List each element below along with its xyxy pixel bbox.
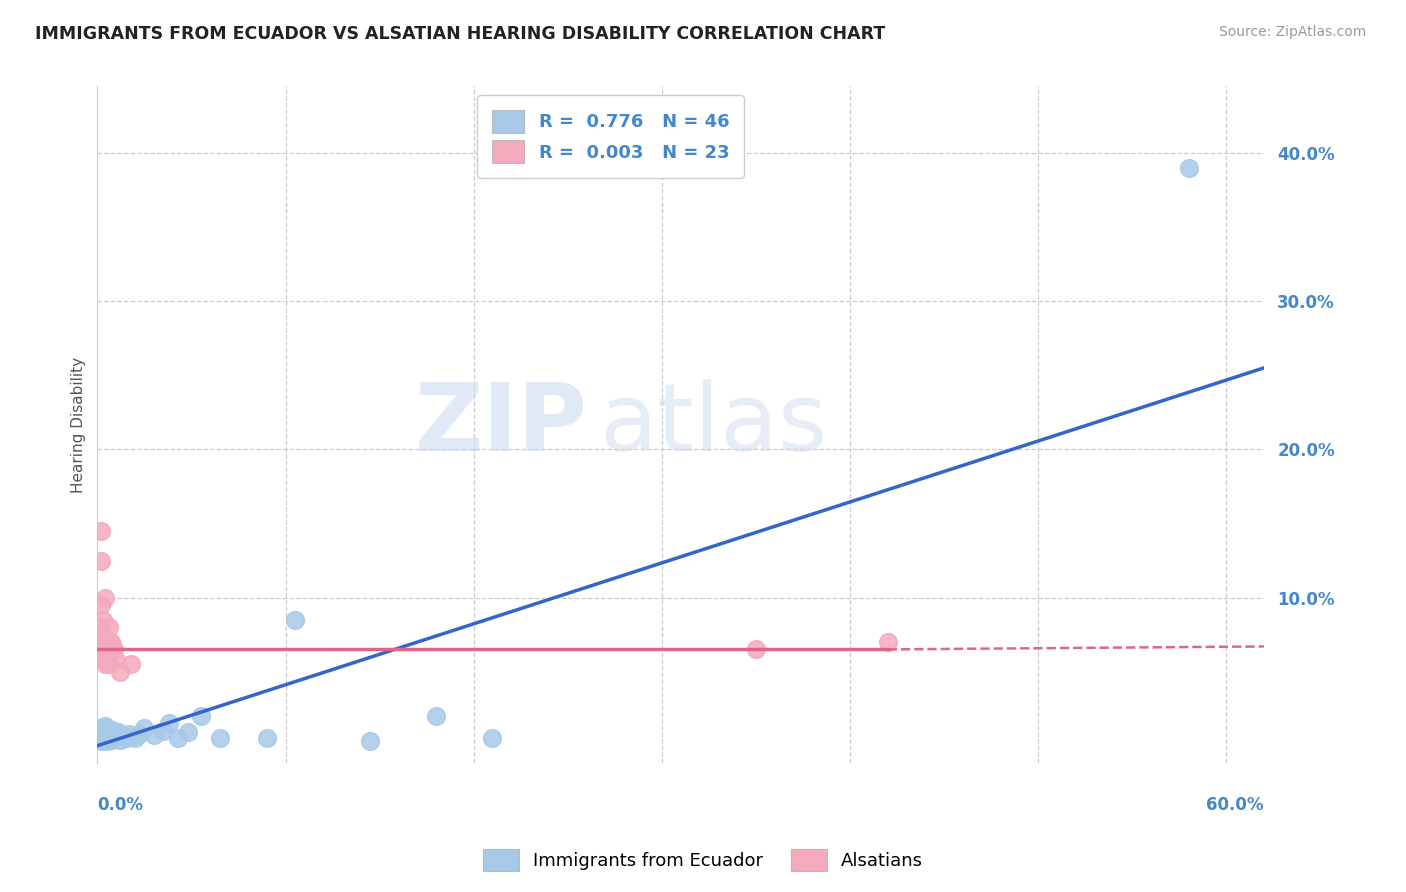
Point xyxy=(89,620,111,634)
Point xyxy=(91,732,114,747)
Point xyxy=(90,728,112,742)
Point xyxy=(167,731,190,746)
Point xyxy=(111,728,134,742)
Point xyxy=(100,723,122,738)
Point xyxy=(134,721,156,735)
Point xyxy=(97,723,120,737)
Point xyxy=(103,642,125,657)
Point xyxy=(90,553,112,567)
Point xyxy=(96,635,118,649)
Point xyxy=(103,731,125,746)
Point xyxy=(96,728,118,742)
Legend: Immigrants from Ecuador, Alsatians: Immigrants from Ecuador, Alsatians xyxy=(475,842,931,879)
Point xyxy=(256,731,278,746)
Point xyxy=(97,727,120,741)
Text: atlas: atlas xyxy=(599,379,827,471)
Legend: R =  0.776   N = 46, R =  0.003   N = 23: R = 0.776 N = 46, R = 0.003 N = 23 xyxy=(478,95,744,178)
Point xyxy=(94,657,117,672)
Point xyxy=(876,635,898,649)
Point xyxy=(89,731,111,746)
Point xyxy=(97,732,120,747)
Point xyxy=(101,638,124,652)
Point xyxy=(105,653,128,667)
Point xyxy=(94,591,117,605)
Point xyxy=(94,642,117,657)
Text: Source: ZipAtlas.com: Source: ZipAtlas.com xyxy=(1219,25,1367,39)
Point xyxy=(97,620,120,634)
Point xyxy=(359,734,381,748)
Text: ZIP: ZIP xyxy=(415,379,588,471)
Point xyxy=(96,649,118,664)
Point xyxy=(124,731,146,746)
Point xyxy=(91,627,114,641)
Point xyxy=(90,598,112,612)
Point xyxy=(103,723,125,738)
Point xyxy=(91,613,114,627)
Point xyxy=(481,731,503,746)
Point xyxy=(96,734,118,748)
Point xyxy=(90,723,112,738)
Point xyxy=(100,635,122,649)
Text: 0.0%: 0.0% xyxy=(97,796,143,814)
Point xyxy=(89,721,111,735)
Text: 60.0%: 60.0% xyxy=(1206,796,1264,814)
Point xyxy=(190,709,212,723)
Point xyxy=(90,734,112,748)
Point xyxy=(90,524,112,538)
Point xyxy=(208,731,231,746)
Point xyxy=(108,732,131,747)
Point xyxy=(120,657,142,672)
Point xyxy=(157,716,180,731)
Point xyxy=(425,709,447,723)
Point xyxy=(89,649,111,664)
Y-axis label: Hearing Disability: Hearing Disability xyxy=(72,357,86,493)
Point xyxy=(128,727,150,741)
Point xyxy=(97,657,120,672)
Point xyxy=(101,732,124,747)
Point xyxy=(118,727,141,741)
Point xyxy=(745,642,768,657)
Point xyxy=(284,613,307,627)
Point xyxy=(91,723,114,737)
Point xyxy=(114,731,136,746)
Point xyxy=(94,725,117,739)
Point xyxy=(94,731,117,746)
Point xyxy=(176,725,198,739)
Point xyxy=(94,719,117,733)
Point xyxy=(108,665,131,679)
Point xyxy=(152,723,174,738)
Point xyxy=(91,642,114,657)
Point xyxy=(91,730,114,744)
Point xyxy=(89,727,111,741)
Point xyxy=(96,721,118,735)
Point xyxy=(107,725,129,739)
Point xyxy=(101,727,124,741)
Text: IMMIGRANTS FROM ECUADOR VS ALSATIAN HEARING DISABILITY CORRELATION CHART: IMMIGRANTS FROM ECUADOR VS ALSATIAN HEAR… xyxy=(35,25,886,43)
Point xyxy=(142,728,165,742)
Point xyxy=(105,730,128,744)
Point xyxy=(1177,161,1199,175)
Point xyxy=(100,731,122,746)
